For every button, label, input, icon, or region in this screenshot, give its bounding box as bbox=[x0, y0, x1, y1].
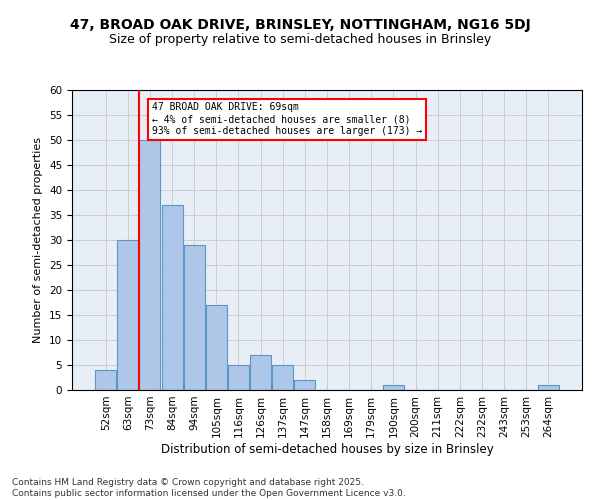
Bar bbox=[118, 240, 139, 390]
Bar bbox=[95, 370, 116, 390]
Bar bbox=[184, 245, 205, 390]
X-axis label: Distribution of semi-detached houses by size in Brinsley: Distribution of semi-detached houses by … bbox=[161, 442, 493, 456]
Bar bbox=[538, 385, 559, 390]
Bar bbox=[206, 305, 227, 390]
Text: 47, BROAD OAK DRIVE, BRINSLEY, NOTTINGHAM, NG16 5DJ: 47, BROAD OAK DRIVE, BRINSLEY, NOTTINGHA… bbox=[70, 18, 530, 32]
Bar bbox=[139, 140, 160, 390]
Text: 47 BROAD OAK DRIVE: 69sqm
← 4% of semi-detached houses are smaller (8)
93% of se: 47 BROAD OAK DRIVE: 69sqm ← 4% of semi-d… bbox=[152, 102, 422, 136]
Bar bbox=[295, 380, 316, 390]
Bar bbox=[161, 205, 182, 390]
Text: Contains HM Land Registry data © Crown copyright and database right 2025.
Contai: Contains HM Land Registry data © Crown c… bbox=[12, 478, 406, 498]
Bar bbox=[272, 365, 293, 390]
Bar bbox=[228, 365, 249, 390]
Y-axis label: Number of semi-detached properties: Number of semi-detached properties bbox=[34, 137, 43, 343]
Bar bbox=[383, 385, 404, 390]
Text: Size of property relative to semi-detached houses in Brinsley: Size of property relative to semi-detach… bbox=[109, 32, 491, 46]
Bar bbox=[250, 355, 271, 390]
